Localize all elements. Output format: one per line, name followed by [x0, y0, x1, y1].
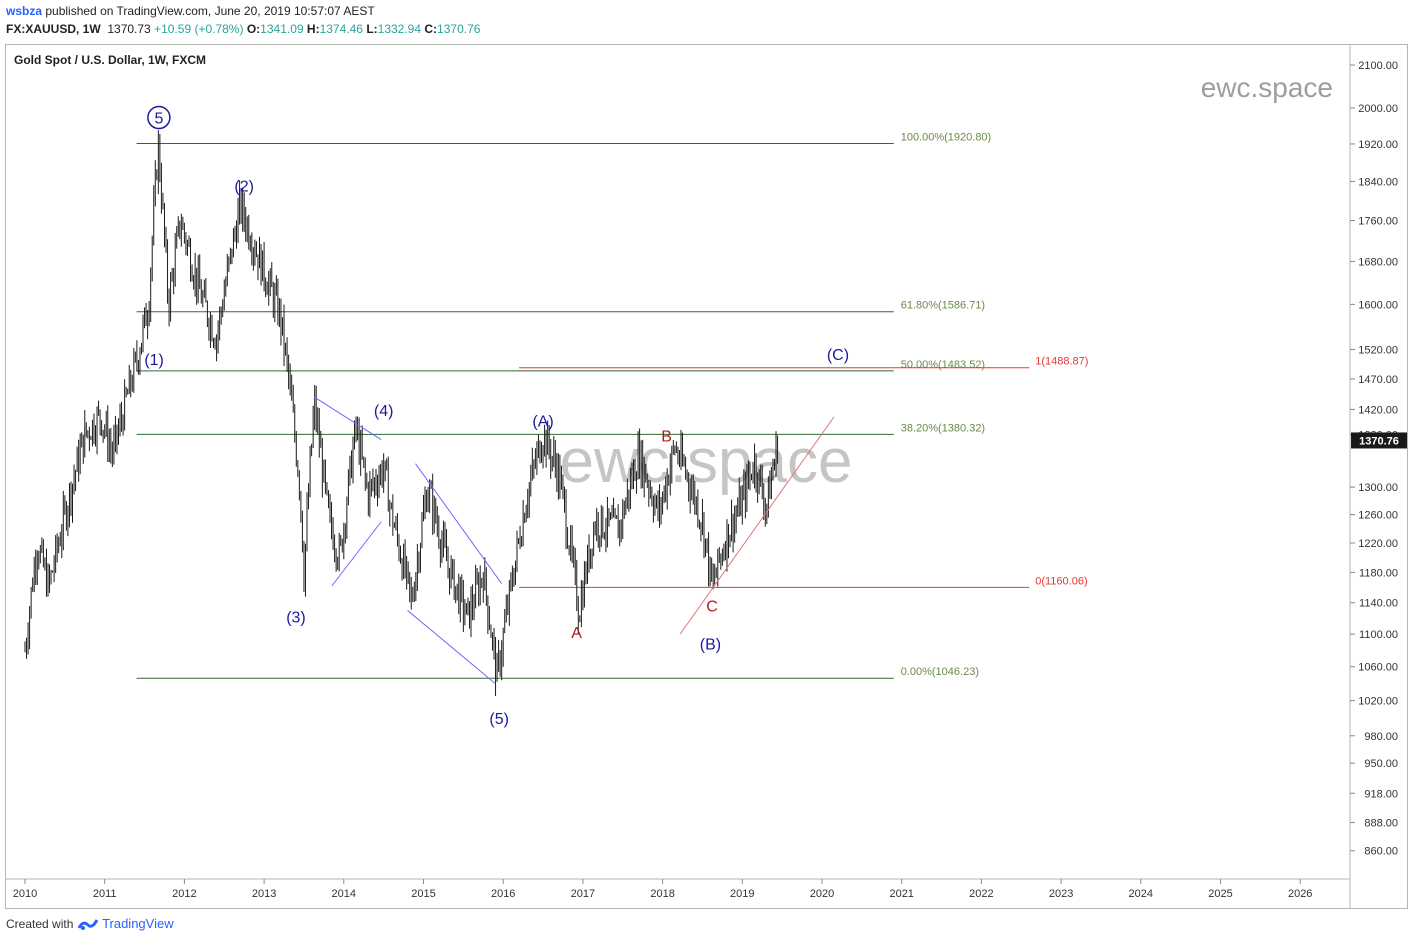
y-tick-label: 1600.00	[1358, 299, 1398, 311]
low-value: 1332.94	[377, 22, 422, 36]
y-tick-label: 1920.00	[1358, 139, 1398, 151]
x-tick-label: 2010	[13, 888, 37, 900]
x-tick-label: 2013	[252, 888, 276, 900]
x-tick-label: 2017	[571, 888, 595, 900]
wave-label: (C)	[827, 347, 849, 364]
username-link[interactable]: wsbza	[6, 4, 43, 18]
x-tick-label: 2011	[93, 888, 117, 900]
wedge-lower-line	[331, 521, 382, 587]
last-price-tag-label: 1370.76	[1359, 435, 1399, 447]
x-tick-label: 2019	[730, 888, 754, 900]
y-tick-label: 1520.00	[1358, 345, 1398, 357]
x-tick-label: 2020	[810, 888, 834, 900]
y-tick-label: 1840.00	[1358, 176, 1398, 188]
low-label: L:	[366, 22, 378, 36]
high-label: H:	[306, 22, 320, 36]
close-label: C:	[424, 22, 438, 36]
wave-label: (A)	[532, 414, 553, 431]
symbol-label: FX:XAUUSD, 1W	[6, 22, 101, 36]
publish-text: published on TradingView.com, June 20, 2…	[45, 4, 375, 18]
fib-extension-label: 1(1488.87)	[1035, 356, 1088, 368]
y-tick-label: 1300.00	[1358, 482, 1398, 494]
y-tick-label: 1420.00	[1358, 404, 1398, 416]
y-tick-label: 950.00	[1364, 758, 1398, 770]
channel-upper-line	[415, 463, 503, 584]
last-price: 1370.73	[107, 22, 151, 36]
symbol-info: FX:XAUUSD, 1W 1370.73 +10.59 (+0.78%) O:…	[6, 22, 480, 36]
tradingview-brand-link[interactable]: TradingView	[102, 916, 174, 931]
x-tick-label: 2021	[889, 888, 913, 900]
y-tick-label: 1220.00	[1358, 538, 1398, 550]
price-change: +10.59 (+0.78%)	[154, 22, 244, 36]
wave-label: (1)	[144, 352, 164, 369]
x-tick-label: 2025	[1208, 888, 1232, 900]
x-tick-label: 2015	[411, 888, 435, 900]
wave-label: (B)	[700, 636, 721, 653]
channel-lower-line	[407, 610, 496, 684]
y-tick-label: 2100.00	[1358, 60, 1398, 72]
wave-label: (3)	[286, 609, 306, 626]
y-tick-label: 1260.00	[1358, 510, 1398, 522]
wave-label: (5)	[489, 711, 509, 728]
y-tick-label: 1020.00	[1358, 696, 1398, 708]
x-tick-label: 2026	[1288, 888, 1312, 900]
y-tick-label: 888.00	[1364, 818, 1398, 830]
support-trendline	[679, 416, 835, 635]
fib-level-label: 61.80%(1586.71)	[901, 300, 985, 312]
footer: Created with TradingView	[6, 916, 174, 934]
y-tick-label: 1100.00	[1359, 629, 1398, 641]
y-tick-label: 1470.00	[1358, 374, 1398, 386]
high-value: 1374.46	[319, 22, 363, 36]
fib-level-label: 100.00%(1920.80)	[901, 132, 992, 144]
close-value: 1370.76	[437, 22, 481, 36]
created-with-label: Created with	[6, 917, 74, 931]
open-label: O:	[246, 22, 261, 36]
y-tick-label: 860.00	[1364, 846, 1398, 858]
wave-label: A	[571, 625, 582, 642]
watermark-center: ewc.space	[560, 427, 853, 496]
y-tick-label: 918.00	[1364, 788, 1398, 800]
wave-label: (4)	[374, 403, 394, 420]
fib-extension-label: 0(1160.06)	[1035, 575, 1087, 587]
y-tick-label: 980.00	[1364, 731, 1398, 743]
fib-level-label: 50.00%(1483.52)	[901, 359, 985, 371]
wave-label: B	[661, 428, 672, 445]
y-tick-label: 1180.00	[1359, 567, 1398, 579]
x-tick-label: 2012	[172, 888, 196, 900]
watermark-top: ewc.space	[1201, 72, 1333, 103]
wave-label: (2)	[234, 179, 254, 196]
x-tick-label: 2022	[969, 888, 993, 900]
wave-label: 5	[154, 111, 163, 128]
wedge-upper-line	[314, 396, 382, 441]
chart-title: Gold Spot / U.S. Dollar, 1W, FXCM	[14, 53, 206, 67]
publish-info: wsbza published on TradingView.com, June…	[6, 4, 375, 18]
x-tick-label: 2024	[1129, 888, 1153, 900]
y-tick-label: 1760.00	[1358, 215, 1398, 227]
chart-frame	[5, 44, 1408, 909]
y-tick-label: 1140.00	[1359, 598, 1398, 610]
x-tick-label: 2023	[1049, 888, 1073, 900]
wave-label: C	[706, 598, 718, 615]
x-tick-label: 2016	[491, 888, 515, 900]
x-tick-label: 2014	[332, 888, 356, 900]
y-tick-label: 1060.00	[1358, 662, 1398, 674]
fib-level-label: 38.20%(1380.32)	[901, 422, 985, 434]
last-price-tag	[1351, 432, 1407, 449]
open-value: 1341.09	[260, 22, 304, 36]
fib-level-label: 0.00%(1046.23)	[901, 666, 979, 678]
y-tick-label: 2000.00	[1358, 103, 1398, 115]
tradingview-logo-icon	[77, 917, 99, 934]
x-tick-label: 2018	[650, 888, 674, 900]
y-tick-label: 1680.00	[1358, 256, 1398, 268]
wave-label-circle	[147, 105, 171, 130]
